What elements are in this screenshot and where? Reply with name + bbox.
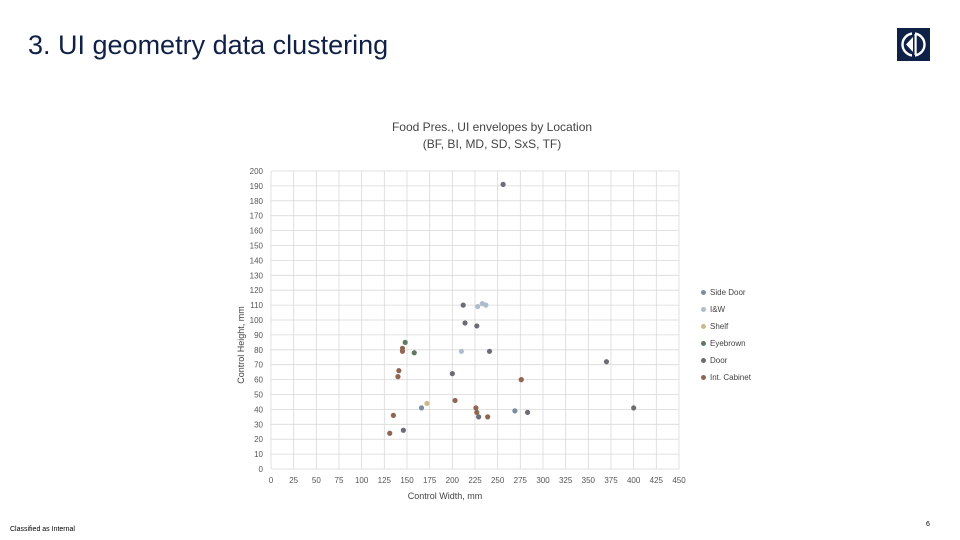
y-axis-label: Control Height, mm bbox=[236, 306, 246, 384]
classification-footer: Classified as Internal bbox=[10, 526, 75, 533]
data-point bbox=[485, 414, 491, 420]
legend-item: Shelf bbox=[701, 318, 751, 335]
legend-item: I&W bbox=[701, 301, 751, 318]
y-tick-label: 190 bbox=[250, 182, 264, 191]
y-tick-label: 40 bbox=[254, 405, 263, 414]
y-tick-label: 20 bbox=[254, 435, 263, 444]
data-point bbox=[460, 302, 466, 308]
x-tick-label: 375 bbox=[604, 476, 618, 485]
y-tick-label: 150 bbox=[250, 242, 264, 251]
x-tick-label: 425 bbox=[650, 476, 664, 485]
y-tick-label: 200 bbox=[250, 167, 264, 176]
y-tick-label: 10 bbox=[254, 450, 263, 459]
legend-marker bbox=[701, 324, 706, 329]
x-tick-label: 325 bbox=[559, 476, 573, 485]
chart-title-block: Food Pres., UI envelopes by Location (BF… bbox=[292, 119, 692, 153]
data-point bbox=[402, 339, 408, 345]
data-point bbox=[424, 400, 430, 407]
y-tick-label: 140 bbox=[250, 256, 264, 265]
chart-subtitle: (BF, BI, MD, SD, SxS, TF) bbox=[422, 137, 562, 151]
x-tick-label: 0 bbox=[269, 476, 274, 485]
legend-item: Door bbox=[701, 352, 751, 369]
chart-legend: Side Door I&W Shelf Eyebrown Door Int. Cabine… bbox=[701, 284, 751, 386]
page-number: 6 bbox=[926, 521, 930, 528]
data-point bbox=[483, 302, 489, 308]
data-point bbox=[486, 348, 493, 354]
x-tick-label: 100 bbox=[355, 476, 369, 485]
x-tick-label: 250 bbox=[491, 476, 505, 485]
legend-marker bbox=[701, 290, 706, 295]
data-point bbox=[518, 377, 524, 383]
x-tick-label: 75 bbox=[335, 476, 344, 485]
y-tick-label: 30 bbox=[254, 420, 263, 429]
chart-title: Food Pres., UI envelopes by Location bbox=[391, 120, 593, 134]
x-tick-label: 200 bbox=[446, 476, 460, 485]
data-point bbox=[418, 405, 425, 411]
x-tick-label: 400 bbox=[627, 476, 641, 485]
legend-label: Door bbox=[710, 356, 728, 365]
data-point bbox=[411, 350, 417, 356]
x-tick-label: 350 bbox=[582, 476, 596, 485]
legend-item: Eyebrown bbox=[701, 335, 751, 352]
legend-marker bbox=[701, 375, 706, 380]
data-point bbox=[452, 397, 458, 404]
y-tick-label: 70 bbox=[254, 361, 263, 370]
legend-item: Int. Cabinet bbox=[701, 369, 751, 386]
data-point bbox=[387, 430, 393, 436]
data-point bbox=[500, 181, 506, 188]
x-tick-label: 300 bbox=[536, 476, 550, 485]
slide-title: 3. UI geometry data clustering bbox=[28, 30, 389, 60]
x-tick-label: 275 bbox=[514, 476, 528, 485]
legend-label: Shelf bbox=[710, 322, 729, 331]
y-tick-label: 120 bbox=[250, 286, 264, 295]
data-point bbox=[462, 320, 468, 326]
y-tick-label: 100 bbox=[250, 316, 264, 325]
data-point bbox=[399, 345, 406, 351]
data-point bbox=[631, 405, 637, 411]
data-point bbox=[603, 359, 610, 365]
data-point bbox=[473, 405, 479, 411]
data-point bbox=[475, 303, 481, 310]
y-tick-label: 130 bbox=[250, 271, 264, 280]
data-point bbox=[474, 323, 480, 329]
y-tick-label: 0 bbox=[259, 465, 264, 474]
data-point bbox=[476, 414, 482, 420]
x-tick-label: 450 bbox=[672, 476, 686, 485]
data-point bbox=[390, 412, 396, 418]
electrolux-logo-icon bbox=[901, 32, 926, 57]
y-tick-label: 110 bbox=[250, 301, 263, 310]
legend-label: Side Door bbox=[710, 288, 746, 297]
x-tick-label: 175 bbox=[423, 476, 437, 485]
x-tick-label: 50 bbox=[312, 476, 321, 485]
legend-marker bbox=[701, 307, 706, 312]
data-point bbox=[458, 348, 464, 354]
data-point bbox=[449, 371, 455, 377]
data-point bbox=[396, 368, 402, 374]
data-point bbox=[395, 374, 401, 380]
y-tick-label: 50 bbox=[254, 391, 263, 400]
y-tick-label: 180 bbox=[250, 197, 264, 206]
y-tick-label: 90 bbox=[254, 331, 263, 340]
legend-marker bbox=[701, 358, 706, 363]
legend-marker bbox=[701, 341, 706, 346]
y-tick-label: 160 bbox=[250, 227, 264, 236]
data-point bbox=[524, 409, 531, 415]
x-axis-label: Control Width, mm bbox=[408, 491, 483, 501]
y-tick-label: 80 bbox=[254, 346, 263, 355]
x-tick-label: 225 bbox=[468, 476, 482, 485]
x-tick-label: 25 bbox=[289, 476, 298, 485]
x-tick-label: 125 bbox=[378, 476, 392, 485]
y-tick-label: 60 bbox=[254, 376, 263, 385]
legend-label: I&W bbox=[710, 305, 726, 314]
data-point bbox=[400, 427, 406, 433]
y-tick-label: 170 bbox=[250, 212, 264, 221]
data-point bbox=[474, 409, 480, 415]
legend-label: Int. Cabinet bbox=[710, 373, 751, 382]
legend-label: Eyebrown bbox=[710, 339, 746, 348]
brand-logo bbox=[897, 28, 930, 61]
data-point bbox=[512, 408, 518, 414]
legend-item: Side Door bbox=[701, 284, 751, 301]
x-tick-label: 150 bbox=[400, 476, 414, 485]
